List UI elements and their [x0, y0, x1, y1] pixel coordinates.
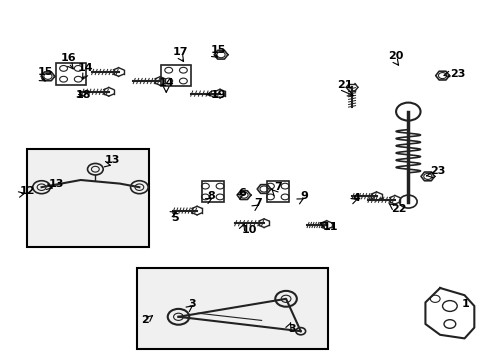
Bar [27, 149, 149, 247]
Text: 16: 16 [61, 53, 76, 63]
Text: 7: 7 [273, 182, 281, 192]
Text: 13: 13 [105, 155, 120, 165]
Text: 15: 15 [38, 67, 53, 77]
Text: 8: 8 [207, 191, 215, 201]
Bar [161, 65, 190, 86]
Text: 20: 20 [387, 51, 403, 61]
Text: 19: 19 [210, 90, 225, 100]
Text: 14: 14 [78, 63, 93, 73]
Text: 4: 4 [351, 193, 359, 203]
Text: 17: 17 [173, 47, 188, 57]
Text: 23: 23 [429, 166, 445, 176]
Text: 3: 3 [188, 299, 196, 309]
Text: 6: 6 [238, 188, 245, 198]
Text: 2: 2 [141, 315, 149, 325]
Text: 15: 15 [210, 45, 225, 55]
Text: 23: 23 [449, 69, 464, 79]
Text: 11: 11 [322, 222, 338, 232]
Text: 1: 1 [461, 299, 469, 309]
Text: 22: 22 [390, 204, 406, 214]
Bar [56, 63, 85, 85]
Text: 13: 13 [49, 179, 64, 189]
Text: 18: 18 [76, 90, 91, 100]
Text: 10: 10 [242, 225, 257, 235]
Text: 9: 9 [300, 191, 307, 201]
Text: 12: 12 [20, 186, 35, 196]
Text: 5: 5 [171, 213, 179, 223]
Bar [137, 268, 327, 349]
Text: 3: 3 [288, 324, 296, 334]
Bar [266, 181, 288, 202]
Text: 7: 7 [254, 198, 262, 208]
Text: 14: 14 [158, 78, 174, 88]
Bar [201, 181, 223, 202]
Text: 21: 21 [337, 80, 352, 90]
